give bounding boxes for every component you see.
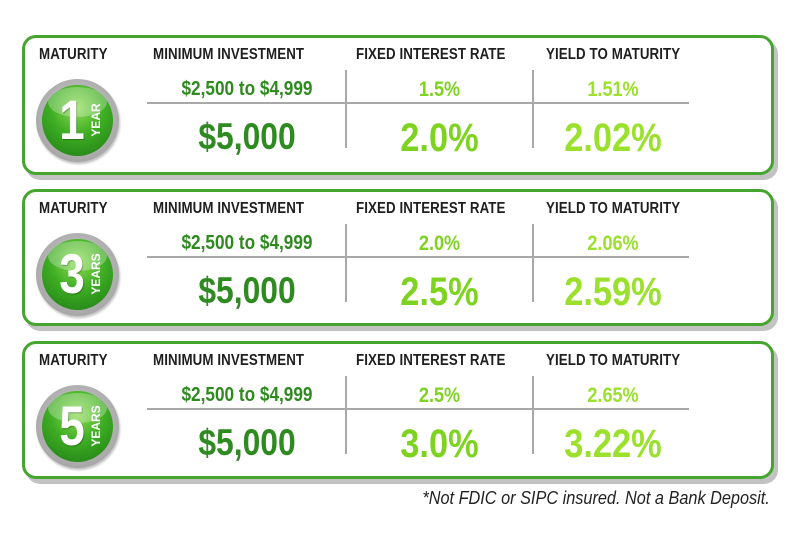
column-divider bbox=[345, 224, 347, 302]
fixed-rate-high: 3.0% bbox=[400, 422, 479, 466]
tier-card-5-years: MATURITY MINIMUM INVESTMENT FIXED INTERE… bbox=[22, 341, 774, 479]
fixed-rate-low: 2.0% bbox=[418, 232, 461, 255]
fixed-rate-high: 2.0% bbox=[400, 116, 479, 160]
fixed-rate-low: 2.5% bbox=[418, 384, 461, 407]
maturity-badge-unit: YEARS bbox=[89, 253, 103, 295]
row-divider bbox=[147, 102, 689, 104]
fixed-interest-rate-header: FIXED INTEREST RATE bbox=[356, 200, 506, 217]
yield-low: 1.51% bbox=[587, 78, 639, 101]
minimum-investment-header: MINIMUM INVESTMENT bbox=[153, 46, 305, 63]
maturity-header: MATURITY bbox=[39, 200, 108, 217]
yield-high: 3.22% bbox=[564, 422, 662, 466]
disclaimer-footnote: *Not FDIC or SIPC insured. Not a Bank De… bbox=[422, 487, 770, 508]
row-divider bbox=[147, 256, 689, 258]
column-divider bbox=[532, 376, 534, 454]
maturity-badge-number: 3 bbox=[59, 242, 85, 305]
maturity-badge-number: 1 bbox=[59, 88, 85, 151]
minimum-investment-header: MINIMUM INVESTMENT bbox=[153, 200, 305, 217]
tier-card-1-year: MATURITY MINIMUM INVESTMENT FIXED INTERE… bbox=[22, 35, 774, 175]
yield-to-maturity-header: YIELD TO MATURITY bbox=[546, 352, 681, 369]
column-divider bbox=[532, 70, 534, 148]
yield-to-maturity-header: YIELD TO MATURITY bbox=[546, 200, 681, 217]
minimum-investment-range: $2,500 to $4,999 bbox=[181, 78, 313, 100]
maturity-badge: 5 YEARS bbox=[36, 385, 119, 468]
fixed-interest-rate-header: FIXED INTEREST RATE bbox=[356, 46, 506, 63]
maturity-badge-circle: 1 YEAR bbox=[42, 85, 113, 156]
maturity-header: MATURITY bbox=[39, 352, 108, 369]
fixed-rate-high: 2.5% bbox=[400, 270, 479, 314]
maturity-badge-circle: 3 YEARS bbox=[42, 239, 113, 310]
minimum-investment-amount: $5,000 bbox=[198, 116, 296, 157]
minimum-investment-amount: $5,000 bbox=[198, 270, 296, 311]
tier-card-3-years: MATURITY MINIMUM INVESTMENT FIXED INTERE… bbox=[22, 189, 774, 326]
maturity-header: MATURITY bbox=[39, 46, 108, 63]
column-divider bbox=[345, 376, 347, 454]
fixed-rate-low: 1.5% bbox=[418, 78, 461, 101]
maturity-badge-unit: YEAR bbox=[89, 103, 103, 137]
minimum-investment-header: MINIMUM INVESTMENT bbox=[153, 352, 305, 369]
maturity-badge-number: 5 bbox=[59, 394, 85, 457]
maturity-badge-unit: YEARS bbox=[89, 405, 103, 447]
maturity-badge: 3 YEARS bbox=[36, 233, 119, 316]
maturity-badge: 1 YEAR bbox=[36, 79, 119, 162]
fixed-interest-rate-header: FIXED INTEREST RATE bbox=[356, 352, 506, 369]
column-divider bbox=[345, 70, 347, 148]
yield-high: 2.02% bbox=[564, 116, 662, 160]
yield-high: 2.59% bbox=[564, 270, 662, 314]
minimum-investment-range: $2,500 to $4,999 bbox=[181, 232, 313, 254]
yield-low: 2.06% bbox=[587, 232, 639, 255]
minimum-investment-amount: $5,000 bbox=[198, 422, 296, 463]
yield-to-maturity-header: YIELD TO MATURITY bbox=[546, 46, 681, 63]
column-divider bbox=[532, 224, 534, 302]
row-divider bbox=[147, 408, 689, 410]
yield-low: 2.65% bbox=[587, 384, 639, 407]
minimum-investment-range: $2,500 to $4,999 bbox=[181, 384, 313, 406]
maturity-badge-circle: 5 YEARS bbox=[42, 391, 113, 462]
